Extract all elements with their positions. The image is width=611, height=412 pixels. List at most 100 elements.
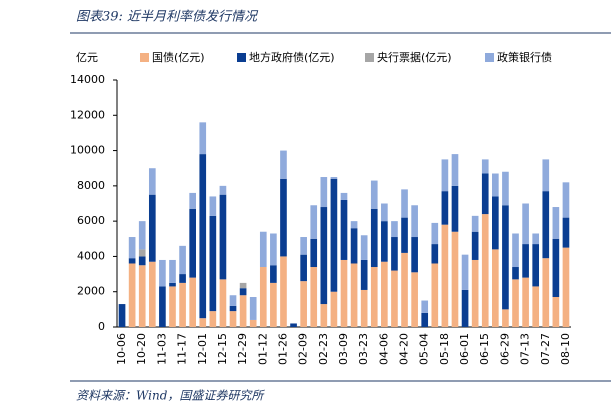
x-tick-label: 11-03 bbox=[155, 333, 168, 365]
bar-segment bbox=[300, 237, 307, 255]
bar-segment bbox=[159, 286, 166, 327]
bar-segment bbox=[138, 256, 146, 266]
legend-label: 央行票据(亿元) bbox=[377, 50, 452, 64]
bar-segment bbox=[259, 231, 267, 268]
x-tick-label: 03-23 bbox=[357, 333, 370, 365]
bar-segment bbox=[320, 177, 328, 208]
bar-segment bbox=[370, 267, 378, 327]
legend-label: 国债(亿元) bbox=[152, 50, 205, 64]
x-tick-label: 12-29 bbox=[236, 333, 249, 365]
bar-segment bbox=[310, 205, 318, 239]
bar-segment bbox=[350, 228, 358, 264]
bar-segment bbox=[522, 244, 529, 278]
bar-segment bbox=[249, 297, 257, 320]
bar-segment bbox=[189, 277, 196, 327]
bar-segment bbox=[401, 252, 408, 327]
bar-segment bbox=[502, 205, 509, 310]
bar-segment bbox=[381, 261, 388, 327]
x-tick-label: 06-01 bbox=[458, 333, 471, 365]
bar-segment bbox=[179, 245, 186, 275]
bar-segment bbox=[411, 272, 418, 327]
bar-segment bbox=[401, 217, 408, 253]
legend-label: 政策银行债 bbox=[497, 50, 552, 64]
bar-segment bbox=[138, 249, 146, 257]
bar-segment bbox=[542, 159, 550, 192]
bar-segment bbox=[229, 311, 237, 327]
bar-segment bbox=[492, 196, 499, 250]
bar-segment bbox=[320, 304, 328, 327]
bar-segment bbox=[451, 154, 459, 186]
bar-segment bbox=[552, 297, 560, 327]
bar-segment bbox=[128, 237, 136, 259]
bar-segment bbox=[512, 267, 519, 280]
bar-segment bbox=[522, 277, 529, 327]
bar-segment bbox=[421, 300, 429, 313]
y-tick-label: 12000 bbox=[70, 108, 105, 121]
bar-segment bbox=[360, 259, 368, 290]
bar-segment bbox=[239, 282, 247, 289]
x-tick-label: 01-26 bbox=[276, 333, 289, 365]
bar-segment bbox=[340, 192, 348, 200]
bar-segment bbox=[148, 194, 156, 262]
legend-swatch bbox=[365, 53, 374, 62]
bar-segment bbox=[360, 289, 368, 327]
y-tick-label: 4000 bbox=[77, 249, 105, 262]
bar-segment bbox=[330, 178, 338, 292]
bar-segment bbox=[239, 288, 247, 296]
legend-swatch bbox=[237, 53, 246, 62]
bar-segment bbox=[391, 221, 398, 238]
bar-segment bbox=[280, 150, 287, 179]
x-tick-label: 02-23 bbox=[317, 333, 330, 365]
x-tick-label: 07-27 bbox=[539, 333, 552, 365]
x-tick-label: 12-15 bbox=[216, 333, 229, 365]
bar-segment bbox=[441, 191, 449, 225]
bar-segment bbox=[169, 259, 176, 283]
bar-segment bbox=[461, 254, 469, 290]
bar-segment bbox=[401, 189, 408, 218]
bar-segment bbox=[391, 237, 398, 271]
bar-segment bbox=[431, 222, 439, 245]
bar-segment bbox=[391, 270, 398, 327]
bar-segment bbox=[471, 215, 479, 232]
y-tick-label: 2000 bbox=[77, 285, 105, 298]
bar-segment bbox=[270, 265, 277, 283]
bar-segment bbox=[280, 256, 287, 327]
x-tick-label: 05-18 bbox=[438, 333, 451, 365]
y-tick-label: 0 bbox=[98, 320, 105, 333]
bar-segment bbox=[189, 208, 196, 278]
x-tick-label: 11-17 bbox=[176, 333, 189, 365]
bar-segment bbox=[340, 199, 348, 260]
bar-segment bbox=[280, 178, 287, 257]
bar-segment bbox=[199, 154, 207, 319]
source: 资料来源：Wind，国盛证券研究所 bbox=[76, 389, 265, 403]
bar-segment bbox=[300, 281, 307, 327]
bar-segment bbox=[138, 221, 146, 250]
bar-segment bbox=[562, 182, 570, 218]
bar-segment bbox=[259, 267, 267, 327]
bar-segment bbox=[431, 263, 439, 327]
x-tick-label: 10-06 bbox=[115, 333, 128, 365]
bar-segment bbox=[330, 177, 338, 179]
bar-segment bbox=[199, 122, 207, 155]
x-tick-label: 06-29 bbox=[498, 333, 511, 365]
bar-segment bbox=[219, 279, 227, 327]
bar-segment bbox=[370, 208, 378, 268]
legend-label: 地方政府债(亿元) bbox=[249, 50, 335, 64]
bar-segment bbox=[502, 171, 509, 206]
x-tick-label: 06-15 bbox=[478, 333, 491, 365]
bar-segment bbox=[148, 168, 156, 195]
bar-segment bbox=[381, 203, 388, 222]
y-tick-label: 8000 bbox=[77, 179, 105, 192]
bar-segment bbox=[542, 191, 550, 259]
bar-segment bbox=[179, 282, 186, 327]
bar-segment bbox=[481, 173, 489, 215]
x-tick-label: 08-10 bbox=[559, 333, 572, 365]
bar-segment bbox=[431, 244, 439, 264]
bar-segment bbox=[461, 289, 469, 327]
bar-segment bbox=[381, 221, 388, 262]
x-tick-label: 10-20 bbox=[135, 333, 148, 365]
bar-segment bbox=[270, 233, 277, 266]
bar-segment bbox=[411, 237, 418, 273]
bar-segment bbox=[562, 247, 570, 327]
